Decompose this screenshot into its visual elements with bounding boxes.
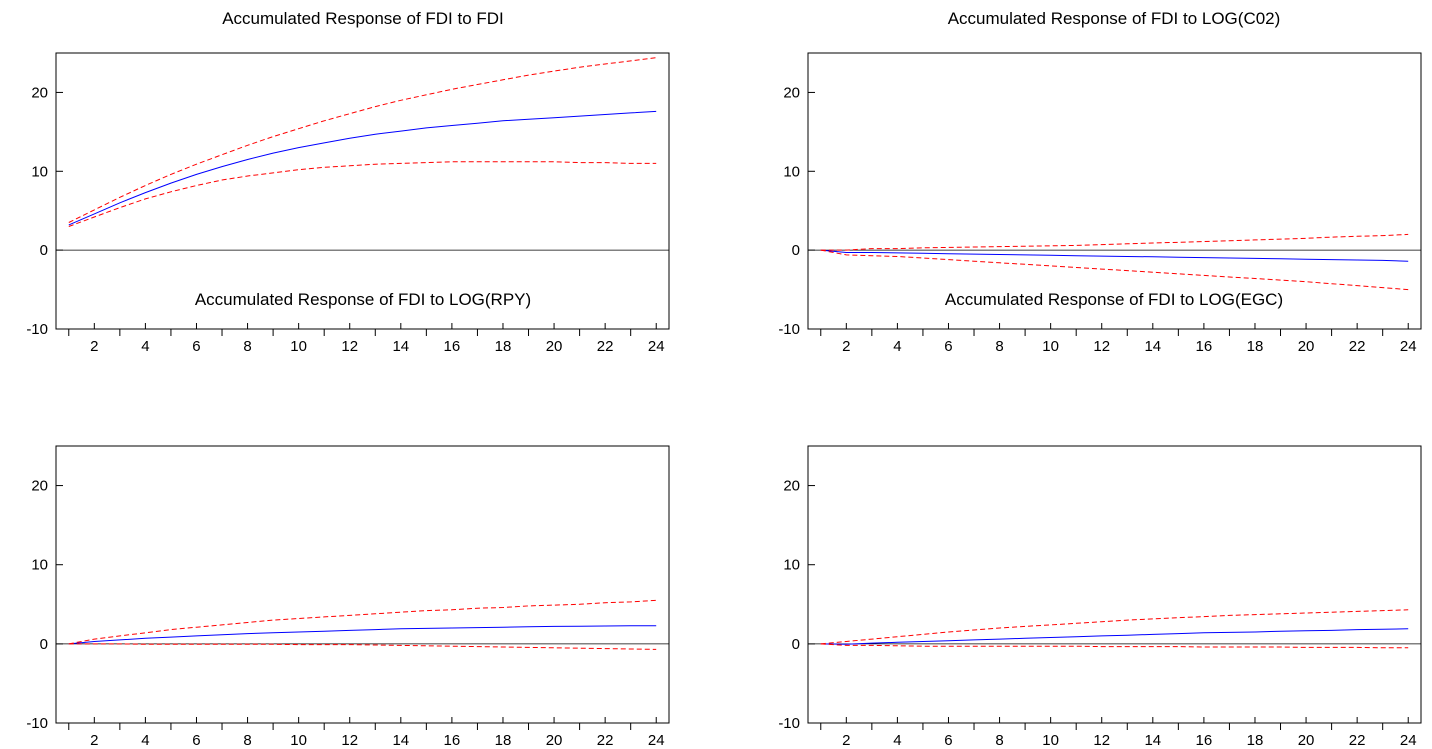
upper-band-line (68, 599, 657, 645)
y-tick-label: -10 (26, 321, 48, 338)
chart-title: Accumulated Response of FDI to LOG(RPY) (195, 290, 531, 309)
x-tick-label: 22 (1349, 338, 1366, 355)
x-tick-label: 6 (944, 732, 952, 749)
response-line (68, 625, 657, 645)
response-line (820, 249, 1409, 262)
chart-panel-2: Accumulated Response of FDI to LOG(C02) -… (778, 9, 1422, 355)
x-tick-label: 10 (290, 732, 307, 749)
x-tick-label: 20 (1298, 732, 1315, 749)
y-tick-label: 10 (783, 557, 800, 574)
y-tick-label: -10 (778, 321, 800, 338)
x-tick-label: 6 (192, 732, 200, 749)
x-tick-label: 16 (1196, 338, 1213, 355)
x-tick-label: 4 (893, 338, 901, 355)
x-tick-label: 20 (546, 732, 563, 749)
y-tick-label: 20 (783, 478, 800, 495)
x-tick-label: 10 (1042, 732, 1059, 749)
x-tick-label: 24 (1400, 338, 1417, 355)
x-tick-label: 22 (1349, 732, 1366, 749)
upper-band-line (68, 57, 657, 223)
lower-band-line (68, 643, 657, 650)
x-tick-label: 20 (546, 338, 563, 355)
x-tick-label: 8 (995, 338, 1003, 355)
plot-frame (807, 445, 1422, 724)
x-tick-label: 12 (341, 338, 358, 355)
x-tick-label: 12 (1093, 732, 1110, 749)
x-tick-label: 14 (392, 732, 409, 749)
response-line (820, 628, 1409, 645)
chart-title: Accumulated Response of FDI to LOG(EGC) (945, 290, 1283, 309)
y-tick-label: 0 (792, 242, 800, 259)
x-tick-label: 16 (444, 732, 461, 749)
y-tick-label: 20 (783, 84, 800, 101)
y-tick-label: 10 (31, 163, 48, 180)
y-tick-label: -10 (778, 715, 800, 732)
y-tick-label: 0 (40, 242, 48, 259)
x-tick-label: 24 (648, 732, 665, 749)
upper-band-line (820, 609, 1409, 645)
x-tick-label: 12 (1093, 338, 1110, 355)
x-tick-label: 12 (341, 732, 358, 749)
x-tick-label: 14 (1144, 732, 1161, 749)
y-tick-label: 10 (31, 557, 48, 574)
x-tick-label: 4 (141, 338, 149, 355)
x-tick-label: 10 (290, 338, 307, 355)
x-tick-label: 14 (392, 338, 409, 355)
x-tick-label: 24 (1400, 732, 1417, 749)
x-tick-label: 10 (1042, 338, 1059, 355)
chart-panel-1: Accumulated Response of FDI to FDI -10 0 10… (26, 9, 670, 355)
x-tick-label: 4 (893, 732, 901, 749)
x-tick-label: 2 (842, 338, 850, 355)
response-line (68, 110, 657, 226)
lower-band-line (820, 249, 1409, 291)
x-tick-label: 8 (243, 732, 251, 749)
x-tick-label: 16 (1196, 732, 1213, 749)
plot-frame (55, 445, 670, 724)
x-tick-label: 6 (944, 338, 952, 355)
x-tick-label: 22 (597, 338, 614, 355)
x-tick-label: 22 (597, 732, 614, 749)
x-tick-label: 18 (1247, 338, 1264, 355)
upper-band-line (820, 233, 1409, 251)
chart-title: Accumulated Response of FDI to FDI (222, 9, 504, 28)
lower-band-line (820, 643, 1409, 649)
plot-frame (807, 52, 1422, 330)
chart-panel-3: Accumulated Response of FDI to LOG(RPY) -… (26, 290, 670, 749)
lower-band-line (68, 161, 657, 227)
x-tick-label: 6 (192, 338, 200, 355)
x-tick-label: 2 (842, 732, 850, 749)
x-tick-label: 8 (243, 338, 251, 355)
y-tick-label: 20 (31, 84, 48, 101)
y-tick-label: 20 (31, 478, 48, 495)
y-tick-label: 10 (783, 163, 800, 180)
y-tick-label: -10 (26, 715, 48, 732)
x-tick-label: 18 (495, 732, 512, 749)
chart-panel-4: Accumulated Response of FDI to LOG(EGC) -… (778, 290, 1422, 749)
y-tick-label: 0 (40, 636, 48, 653)
x-tick-label: 16 (444, 338, 461, 355)
y-tick-label: 0 (792, 636, 800, 653)
x-tick-label: 18 (1247, 732, 1264, 749)
x-tick-label: 24 (648, 338, 665, 355)
x-tick-label: 20 (1298, 338, 1315, 355)
x-tick-label: 18 (495, 338, 512, 355)
x-tick-label: 4 (141, 732, 149, 749)
chart-title: Accumulated Response of FDI to LOG(C02) (948, 9, 1281, 28)
x-tick-label: 2 (90, 732, 98, 749)
x-tick-label: 2 (90, 338, 98, 355)
x-tick-label: 14 (1144, 338, 1161, 355)
x-tick-label: 8 (995, 732, 1003, 749)
plot-frame (55, 52, 670, 330)
